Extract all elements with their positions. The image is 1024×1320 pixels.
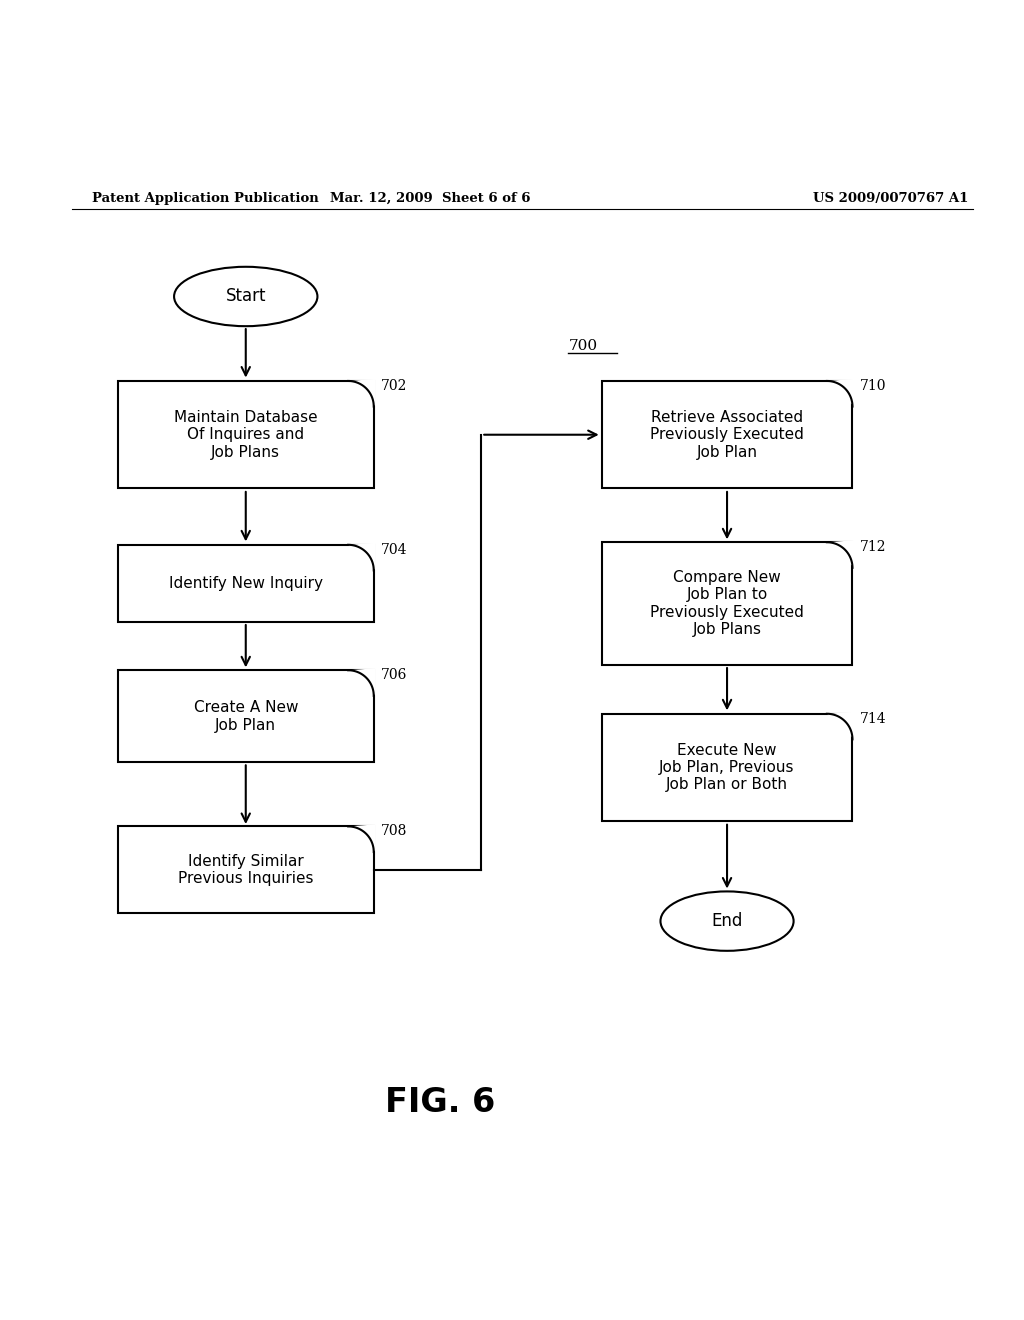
Text: 706: 706 xyxy=(381,668,408,682)
Text: Patent Application Publication: Patent Application Publication xyxy=(92,191,318,205)
Polygon shape xyxy=(348,379,376,407)
Ellipse shape xyxy=(660,891,794,950)
Polygon shape xyxy=(827,540,854,568)
Polygon shape xyxy=(827,711,854,739)
Text: Start: Start xyxy=(225,288,266,305)
Text: Identify Similar
Previous Inquiries: Identify Similar Previous Inquiries xyxy=(178,854,313,886)
Text: 704: 704 xyxy=(381,543,408,557)
Bar xyxy=(601,381,852,488)
Bar xyxy=(118,826,374,913)
Bar xyxy=(601,543,852,665)
Text: 708: 708 xyxy=(381,825,408,838)
Text: 702: 702 xyxy=(381,379,408,393)
Polygon shape xyxy=(348,543,376,570)
Text: Compare New
Job Plan to
Previously Executed
Job Plans: Compare New Job Plan to Previously Execu… xyxy=(650,570,804,638)
Polygon shape xyxy=(348,668,376,696)
Text: Identify New Inquiry: Identify New Inquiry xyxy=(169,576,323,591)
Bar xyxy=(118,545,374,622)
Bar xyxy=(601,714,852,821)
Polygon shape xyxy=(348,825,376,851)
Text: Create A New
Job Plan: Create A New Job Plan xyxy=(194,700,298,733)
Text: 710: 710 xyxy=(860,379,886,393)
Text: 712: 712 xyxy=(860,540,886,554)
Text: Retrieve Associated
Previously Executed
Job Plan: Retrieve Associated Previously Executed … xyxy=(650,409,804,459)
Text: FIG. 6: FIG. 6 xyxy=(385,1086,496,1119)
Text: 714: 714 xyxy=(860,711,887,726)
Text: Execute New
Job Plan, Previous
Job Plan or Both: Execute New Job Plan, Previous Job Plan … xyxy=(659,743,795,792)
Bar xyxy=(118,381,374,488)
Polygon shape xyxy=(827,379,854,407)
Text: End: End xyxy=(712,912,742,931)
Text: 700: 700 xyxy=(568,339,597,352)
Bar xyxy=(118,671,374,763)
Text: Mar. 12, 2009  Sheet 6 of 6: Mar. 12, 2009 Sheet 6 of 6 xyxy=(330,191,530,205)
Text: US 2009/0070767 A1: US 2009/0070767 A1 xyxy=(813,191,969,205)
Text: Maintain Database
Of Inquires and
Job Plans: Maintain Database Of Inquires and Job Pl… xyxy=(174,409,317,459)
Ellipse shape xyxy=(174,267,317,326)
